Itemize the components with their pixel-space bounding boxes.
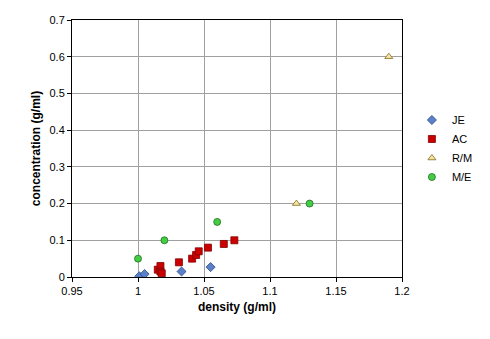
svg-text:AC: AC (452, 133, 467, 145)
svg-text:0.4: 0.4 (50, 124, 65, 136)
svg-text:0: 0 (59, 271, 65, 283)
svg-text:1.2: 1.2 (394, 285, 409, 297)
svg-text:0.7: 0.7 (50, 14, 65, 26)
svg-text:0.2: 0.2 (50, 197, 65, 209)
svg-text:0.6: 0.6 (50, 51, 65, 63)
svg-text:density (g/ml): density (g/ml) (198, 300, 276, 314)
svg-text:0.3: 0.3 (50, 161, 65, 173)
svg-text:0.1: 0.1 (50, 234, 65, 246)
svg-text:R/M: R/M (452, 152, 472, 164)
svg-text:1.15: 1.15 (325, 285, 346, 297)
svg-text:1.05: 1.05 (193, 285, 214, 297)
svg-text:M/E: M/E (452, 171, 472, 183)
svg-text:1: 1 (135, 285, 141, 297)
svg-text:concentration (g/ml): concentration (g/ml) (29, 91, 43, 206)
svg-text:JE: JE (452, 114, 465, 126)
svg-text:1.1: 1.1 (262, 285, 277, 297)
svg-text:0.5: 0.5 (50, 87, 65, 99)
svg-text:0.95: 0.95 (61, 285, 82, 297)
